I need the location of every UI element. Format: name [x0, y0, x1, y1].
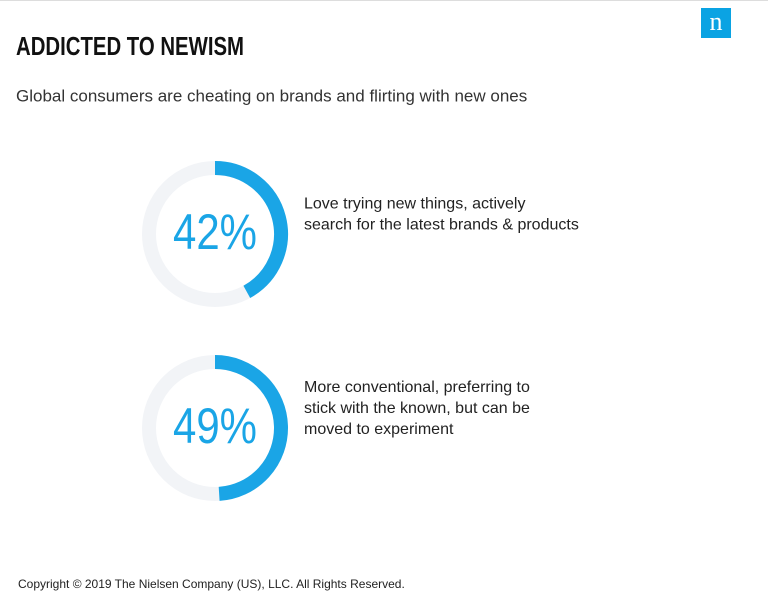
top-border [0, 0, 768, 1]
footer: Copyright © 2019 The Nielsen Company (US… [18, 577, 405, 591]
logo: n [710, 7, 723, 36]
percent-label: 49% [173, 398, 257, 454]
donut-arc [214, 161, 288, 298]
description: moved to experiment [304, 421, 454, 438]
description: stick with the known, but can be [304, 400, 530, 417]
description: Love trying new things, actively [304, 196, 525, 213]
title: ADDICTED TO NEWISM [16, 31, 244, 61]
description: search for the latest brands & products [304, 217, 579, 234]
logo-box [701, 8, 731, 38]
percent-label: 42% [173, 204, 257, 260]
donut-arc [214, 355, 288, 501]
description: More conventional, preferring to [304, 379, 530, 396]
subtitle: Global consumers are cheating on brands … [16, 86, 527, 105]
